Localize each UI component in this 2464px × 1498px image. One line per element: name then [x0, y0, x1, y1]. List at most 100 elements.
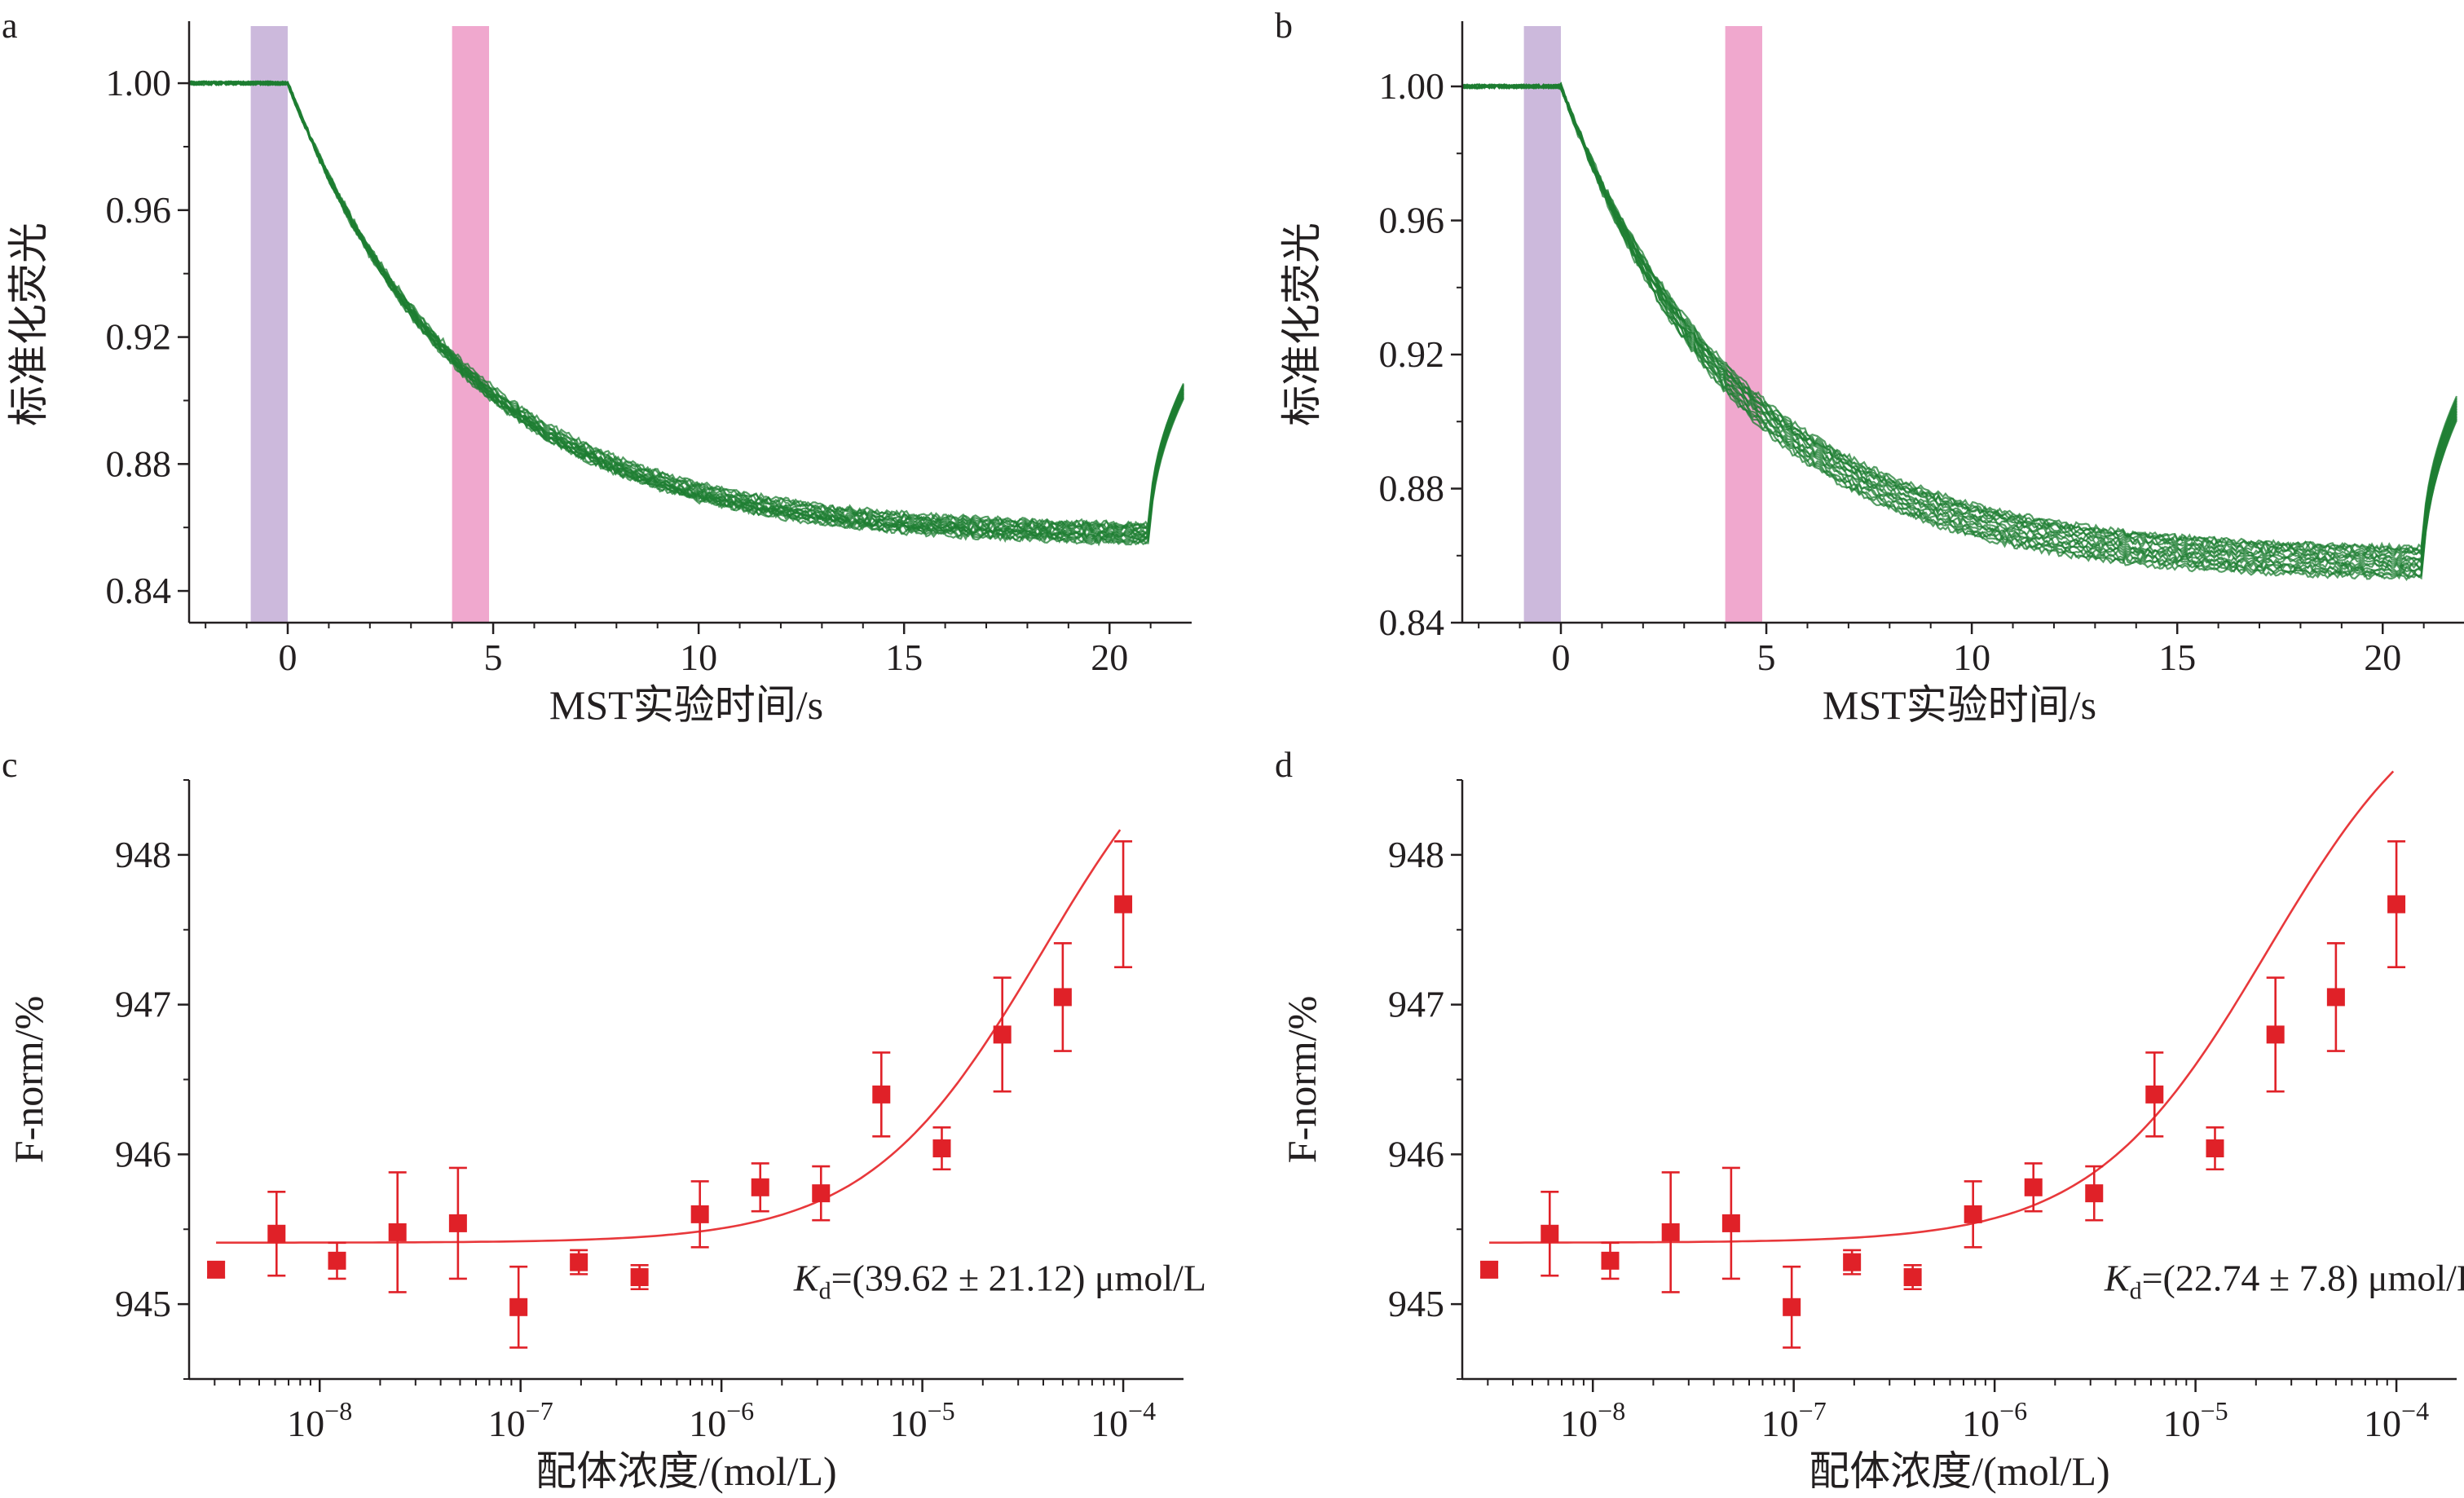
data-point — [570, 1253, 588, 1271]
y-tick-label: 948 — [115, 834, 171, 875]
x-tick-base: 10 — [488, 1403, 526, 1444]
data-point — [2024, 1178, 2043, 1196]
series-line — [188, 80, 1185, 537]
x-tick-label: 10−6 — [1962, 1396, 2027, 1444]
y-tick-label: 0.84 — [1379, 601, 1445, 643]
series-line — [1461, 82, 2458, 552]
data-point — [1541, 1224, 1559, 1243]
x-axis-title: MST实验时间/s — [1823, 682, 2096, 728]
data-point — [448, 1214, 467, 1232]
y-tick-label: 0.96 — [1379, 200, 1445, 241]
chart-d: 10−8 10−7 10−6 10−5 10−4945946947948Kd=(22.7… — [1275, 749, 2464, 1494]
series-line — [188, 80, 1184, 535]
y-tick-label: 945 — [1388, 1283, 1444, 1324]
series-line — [1461, 83, 2458, 565]
series-line — [188, 80, 1185, 534]
x-tick-base: 10 — [2163, 1403, 2201, 1444]
data-point — [1843, 1253, 1862, 1271]
x-tick-label: 10−5 — [2163, 1396, 2228, 1444]
data-point — [2206, 1139, 2224, 1158]
data-point — [1964, 1205, 1982, 1223]
kd-subscript: d — [2130, 1278, 2142, 1305]
data-point — [812, 1184, 831, 1203]
series-line — [1461, 82, 2458, 556]
panel-d: 10−8 10−7 10−6 10−5 10−4 945 946 947 948 Kd=(22.7… — [1273, 749, 2464, 1498]
panel-letter: b — [1275, 6, 1293, 46]
x-tick-exponent: −5 — [928, 1396, 955, 1425]
data-point — [388, 1223, 407, 1241]
data-point — [932, 1139, 951, 1158]
x-tick-base: 10 — [890, 1403, 928, 1444]
y-tick-label: 946 — [115, 1133, 171, 1174]
region-hot — [1725, 26, 1763, 623]
data-point — [1480, 1260, 1499, 1279]
panel-letter: c — [2, 749, 18, 785]
fit-curve — [1489, 770, 2395, 1244]
data-point — [2387, 895, 2406, 914]
y-axis-title: F-norm/% — [1279, 996, 1325, 1164]
x-tick-label: 10−4 — [1091, 1396, 1156, 1444]
series-line — [188, 80, 1184, 545]
x-tick-label: 10 — [1953, 637, 1990, 678]
series-line — [1461, 82, 2458, 572]
x-tick-base: 10 — [1560, 1403, 1598, 1444]
x-tick-label: 10−4 — [2364, 1396, 2429, 1444]
y-tick-label: 947 — [115, 984, 171, 1025]
series-line — [1461, 82, 2458, 553]
data-point — [2145, 1085, 2164, 1104]
region-cold — [250, 26, 288, 623]
series-line — [188, 80, 1184, 531]
y-tick-label: 946 — [1388, 1133, 1444, 1174]
x-tick-exponent: −6 — [1999, 1396, 2027, 1425]
series-line — [188, 80, 1184, 541]
kd-symbol: K — [793, 1258, 821, 1299]
series-line — [1461, 83, 2458, 570]
x-axis-title: 配体浓度/(mol/L) — [536, 1448, 836, 1494]
data-point — [328, 1251, 346, 1270]
fit-curve — [216, 829, 1122, 1244]
region-hot — [452, 26, 490, 623]
series-line — [1461, 82, 2458, 557]
series-line — [189, 80, 1185, 540]
series-line — [1462, 82, 2458, 566]
series-line — [1461, 83, 2458, 564]
x-tick-label: 10−7 — [488, 1396, 553, 1444]
x-tick-label: 15 — [885, 637, 923, 678]
data-point — [2266, 1025, 2285, 1044]
data-point — [1053, 988, 1072, 1007]
x-tick-exponent: −4 — [1128, 1396, 1156, 1425]
data-point — [1114, 895, 1133, 914]
data-point — [751, 1178, 769, 1196]
kd-annotation: Kd=(39.62 ± 21.12) μmol/L — [793, 1258, 1206, 1305]
x-tick-base: 10 — [689, 1403, 726, 1444]
x-axis-title: 配体浓度/(mol/L) — [1809, 1448, 2109, 1494]
panel-a: 0 5 10 15 20 0.84 0.88 0.92 0.96 1.00 MST实验时间/s 标准化… — [0, 0, 1232, 749]
data-point — [690, 1205, 709, 1223]
y-tick-label: 1.00 — [106, 62, 172, 104]
x-tick-label: 10−8 — [287, 1396, 352, 1444]
data-point — [2326, 988, 2345, 1007]
y-tick-label: 947 — [1388, 984, 1444, 1025]
panel-letter: a — [2, 6, 18, 46]
x-tick-label: 10−6 — [689, 1396, 754, 1444]
y-tick-label: 0.88 — [106, 443, 172, 484]
chart-a: 0 5 10 15 20 0.84 0.88 0.92 0.96 1.00 MST实验时间/s 标准化… — [2, 6, 1192, 728]
y-axis-title: 标准化荧光 — [6, 222, 51, 426]
x-tick-exponent: −4 — [2401, 1396, 2429, 1425]
series-line — [188, 80, 1184, 544]
x-tick-label: 20 — [2364, 637, 2401, 678]
x-tick-exponent: −7 — [1799, 1396, 1827, 1425]
series-line — [188, 80, 1184, 540]
series-line — [1461, 82, 2458, 575]
y-axis-title: F-norm/% — [6, 996, 51, 1164]
y-tick-label: 0.92 — [1379, 333, 1445, 375]
x-tick-base: 10 — [1962, 1403, 1999, 1444]
data-point — [1601, 1251, 1620, 1270]
data-point — [630, 1268, 649, 1287]
x-tick-label: 15 — [2158, 637, 2196, 678]
kd-symbol: K — [2104, 1258, 2131, 1299]
x-tick-exponent: −6 — [726, 1396, 754, 1425]
x-tick-base: 10 — [1091, 1403, 1128, 1444]
x-tick-label: 5 — [1757, 637, 1776, 678]
